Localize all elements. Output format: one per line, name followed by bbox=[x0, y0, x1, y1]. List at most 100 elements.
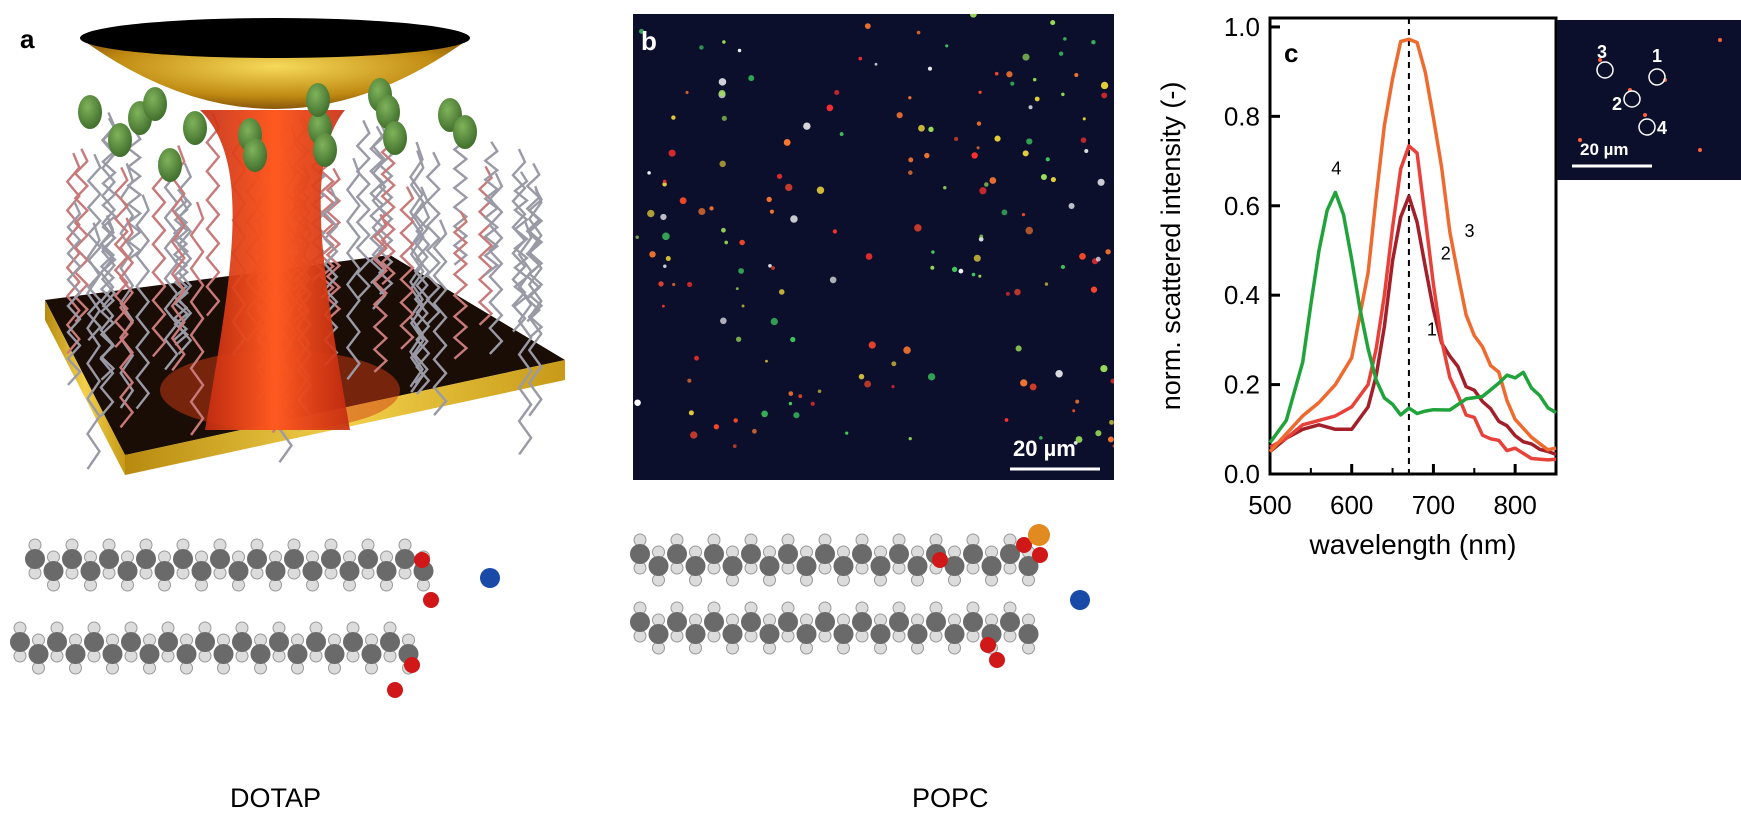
carbon-atom bbox=[28, 644, 49, 664]
particle-spot bbox=[1095, 256, 1101, 262]
particle-spot bbox=[685, 90, 689, 95]
particle-spot bbox=[649, 251, 656, 258]
lipid-tail bbox=[325, 167, 342, 321]
carbon-atom bbox=[321, 549, 341, 569]
particle-spot bbox=[874, 62, 878, 66]
lipid-head bbox=[313, 133, 337, 167]
particle-spot bbox=[1097, 178, 1105, 186]
inset-image bbox=[1557, 20, 1741, 180]
carbon-atom bbox=[158, 632, 178, 652]
particle-spot bbox=[954, 136, 959, 142]
lipid-tail bbox=[173, 198, 190, 346]
spectra-chart: 500 600 700 800 0.0 0.2 0.4 0.6 0.8 1.0 wavelength… bbox=[1156, 12, 1741, 560]
panel-c-label: c bbox=[1284, 38, 1299, 68]
particle-spot bbox=[845, 431, 849, 435]
phosphorus-atom bbox=[1028, 524, 1050, 546]
y-tick-label: 0.8 bbox=[1224, 101, 1260, 131]
x-tick-label: 600 bbox=[1330, 490, 1373, 520]
particle-spot bbox=[1020, 379, 1028, 387]
carbon-atom bbox=[99, 549, 119, 569]
particle-spot bbox=[1050, 176, 1056, 183]
particle-spot bbox=[908, 96, 912, 100]
lipid-head bbox=[108, 123, 132, 157]
lipid-tail bbox=[488, 172, 504, 355]
particle-spot bbox=[1080, 137, 1087, 144]
lipid-tail bbox=[126, 129, 143, 261]
inset-marker-label: 2 bbox=[1612, 94, 1622, 114]
particle-spot bbox=[790, 215, 798, 223]
particle-spot bbox=[1015, 345, 1022, 352]
particle-spot bbox=[1010, 81, 1015, 86]
lipid-tail bbox=[66, 200, 82, 386]
carbon-atom bbox=[136, 549, 156, 569]
particle-spot bbox=[793, 412, 800, 419]
particle-spot bbox=[1105, 249, 1111, 255]
particle-spot bbox=[903, 346, 911, 354]
carbon-atom bbox=[117, 561, 138, 581]
particle-spot bbox=[1061, 92, 1065, 97]
particle-spot bbox=[1110, 378, 1114, 384]
carbon-atom bbox=[47, 632, 67, 652]
lipid-tail bbox=[118, 217, 135, 429]
x-tick-label: 500 bbox=[1248, 490, 1291, 520]
inset-spot bbox=[1578, 138, 1582, 142]
carbon-atom bbox=[1018, 556, 1039, 576]
carbon-atom bbox=[852, 612, 872, 632]
particle-spot bbox=[916, 30, 921, 35]
particle-spot bbox=[698, 207, 706, 216]
lipid-head bbox=[376, 95, 400, 129]
particle-spot bbox=[766, 196, 772, 203]
particle-spot bbox=[719, 160, 726, 168]
carbon-atom bbox=[685, 556, 706, 576]
particle-spot bbox=[858, 373, 865, 380]
carbon-atom bbox=[284, 549, 304, 569]
lipid-tail bbox=[86, 153, 102, 342]
particle-spot bbox=[971, 272, 976, 277]
carbon-atom bbox=[759, 556, 780, 576]
particle-spot bbox=[868, 341, 876, 349]
particle-spot bbox=[924, 152, 930, 159]
particle-spot bbox=[1005, 291, 1010, 296]
particle-spot bbox=[741, 304, 745, 308]
particle-spot bbox=[810, 401, 815, 406]
popc-caption: POPC bbox=[912, 783, 989, 813]
carbon-atom bbox=[173, 549, 193, 569]
series-3-line bbox=[1268, 37, 1557, 453]
carbon-atom bbox=[339, 561, 360, 581]
carbon-atom bbox=[852, 544, 872, 564]
carbon-atom bbox=[247, 549, 267, 569]
particle-spot bbox=[918, 124, 925, 132]
inset-spot bbox=[1598, 58, 1602, 62]
inset-marker-label: 4 bbox=[1657, 118, 1667, 138]
particle-spot bbox=[908, 170, 913, 175]
particle-spot bbox=[1101, 92, 1108, 99]
carbon-atom bbox=[343, 632, 363, 652]
series-1-line bbox=[1268, 194, 1557, 457]
particle-spot bbox=[790, 336, 796, 343]
panel-c-spectra: 500 600 700 800 0.0 0.2 0.4 0.6 0.8 1.0 wavelength… bbox=[1156, 0, 1741, 580]
inset-marker bbox=[1623, 90, 1641, 108]
particle-spot bbox=[1090, 286, 1098, 293]
carbon-atom bbox=[796, 556, 817, 576]
lipid-tail bbox=[380, 129, 396, 286]
series-label-3: 3 bbox=[1464, 221, 1474, 241]
particle-spot bbox=[943, 185, 947, 190]
particle-spot bbox=[1074, 72, 1079, 78]
series-4-line bbox=[1268, 190, 1557, 444]
carbon-atom bbox=[944, 624, 965, 644]
dotap-caption: DOTAP bbox=[230, 783, 322, 813]
carbon-atom bbox=[139, 644, 160, 664]
particle-spot bbox=[647, 171, 651, 175]
inset-spot bbox=[1643, 113, 1647, 117]
particle-spot bbox=[732, 444, 737, 448]
carbon-atom bbox=[704, 612, 724, 632]
carbon-atom bbox=[667, 544, 687, 564]
particle-spot bbox=[1063, 37, 1067, 41]
lipid-tail bbox=[483, 141, 500, 276]
carbon-atom bbox=[944, 556, 965, 576]
particle-spot bbox=[738, 268, 744, 274]
particle-spot bbox=[788, 391, 794, 396]
y-tick-label: 1.0 bbox=[1224, 12, 1260, 42]
carbon-atom bbox=[25, 549, 45, 569]
lipid-tail bbox=[452, 129, 469, 266]
